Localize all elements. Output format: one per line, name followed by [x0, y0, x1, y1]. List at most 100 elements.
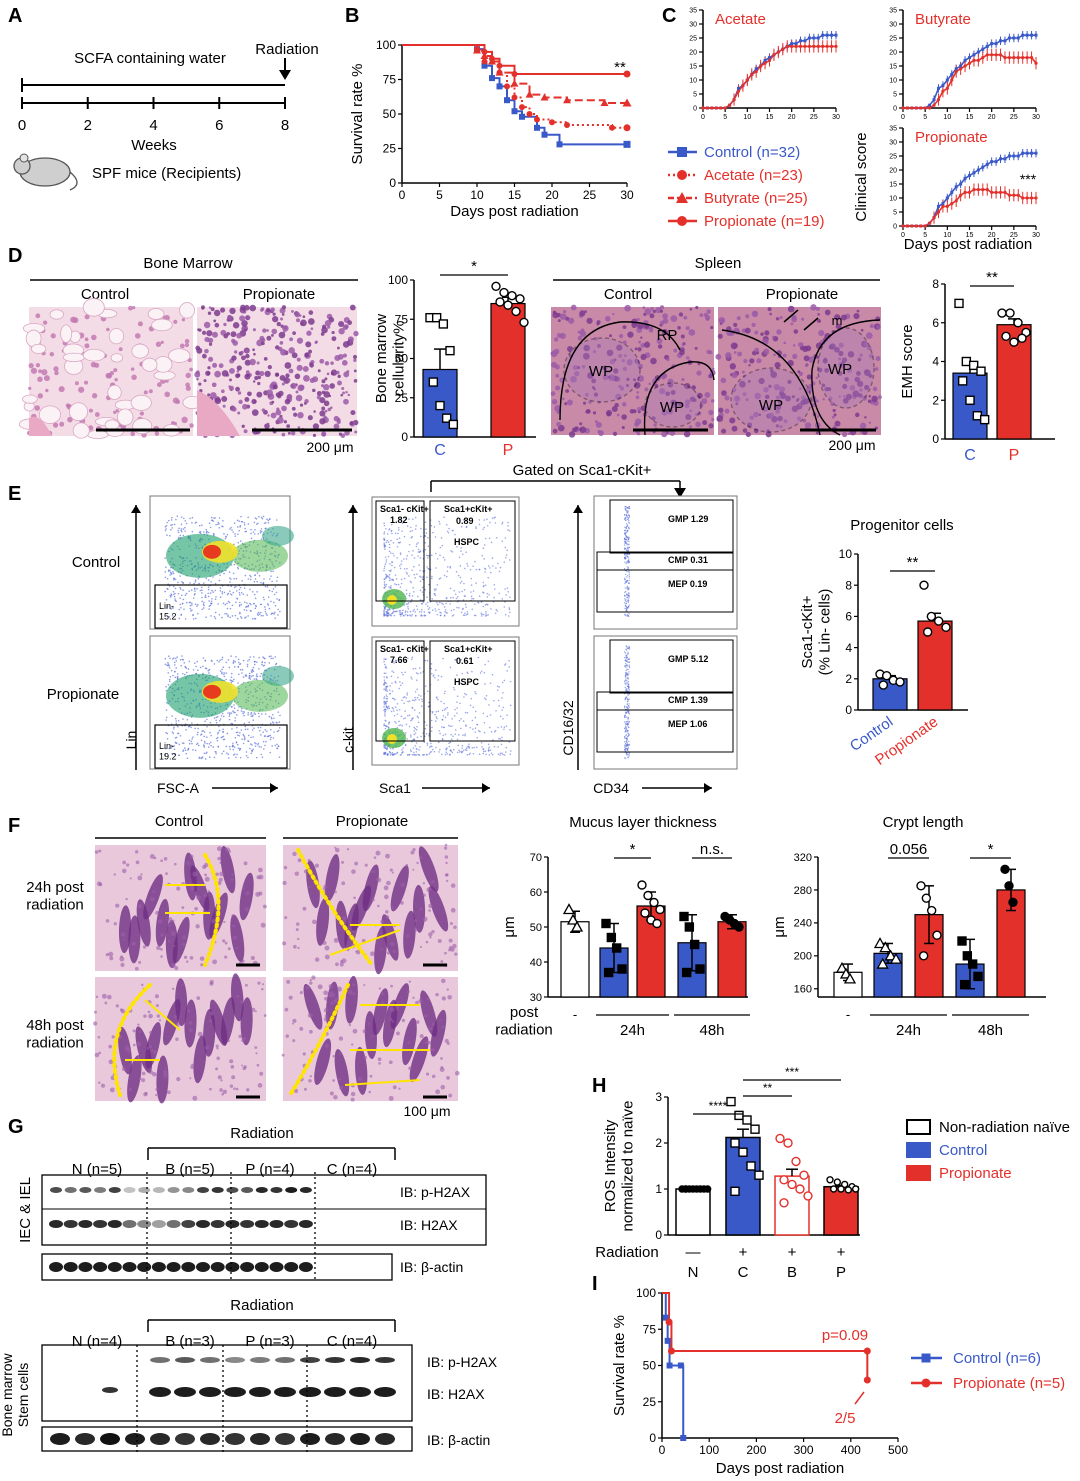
cell	[324, 377, 328, 381]
event	[401, 530, 403, 533]
event	[233, 707, 236, 709]
x-tick-label: 5	[923, 114, 927, 121]
cell	[37, 376, 43, 383]
event	[430, 742, 432, 745]
cell	[278, 390, 284, 397]
event	[232, 748, 235, 751]
label-line: 5	[893, 209, 897, 216]
cell	[579, 422, 583, 426]
event	[623, 602, 626, 604]
cell	[581, 365, 586, 369]
event	[473, 746, 476, 749]
cell	[754, 392, 761, 400]
cell	[627, 331, 634, 338]
event	[255, 605, 257, 608]
cell	[670, 390, 676, 396]
event	[260, 746, 262, 748]
event	[444, 609, 447, 611]
cell	[649, 313, 655, 319]
event	[463, 541, 466, 543]
event	[180, 606, 182, 609]
event	[389, 563, 391, 565]
cell	[58, 386, 65, 393]
event	[384, 710, 386, 713]
event	[497, 562, 499, 565]
cell	[550, 351, 554, 355]
event	[624, 561, 626, 563]
event	[278, 721, 281, 723]
event	[460, 580, 463, 583]
event	[238, 734, 240, 737]
event	[214, 517, 216, 519]
event	[201, 757, 203, 759]
event	[224, 537, 227, 540]
event	[442, 715, 445, 717]
event	[408, 518, 410, 520]
event	[401, 682, 404, 684]
event	[414, 732, 417, 734]
event	[223, 591, 226, 594]
event	[390, 585, 392, 587]
event	[400, 563, 403, 565]
mouse-tail	[69, 171, 78, 191]
event	[445, 751, 447, 754]
event	[413, 730, 415, 732]
event	[218, 729, 221, 732]
cell	[761, 408, 765, 412]
event	[495, 567, 497, 569]
event	[261, 517, 264, 520]
cell	[622, 340, 627, 345]
cell	[310, 327, 314, 331]
cell	[249, 304, 257, 312]
event	[230, 585, 232, 588]
cell	[239, 315, 246, 322]
event	[411, 718, 413, 721]
event	[491, 753, 494, 756]
marker-control	[968, 56, 971, 60]
event	[399, 609, 402, 612]
event	[232, 591, 235, 594]
cell	[626, 359, 633, 366]
event	[457, 574, 460, 577]
event	[625, 523, 628, 525]
event	[507, 525, 509, 527]
significance-label: *	[471, 258, 477, 275]
event	[490, 541, 493, 544]
event	[417, 721, 420, 724]
event	[184, 530, 187, 532]
cell	[764, 330, 770, 336]
event	[465, 551, 467, 554]
event	[267, 735, 270, 738]
cell	[769, 312, 772, 316]
event	[421, 591, 424, 593]
marker-control	[790, 42, 794, 46]
label-line: C	[964, 447, 976, 464]
event	[456, 701, 458, 703]
label-line: Control (n=32)	[704, 144, 800, 161]
event	[406, 555, 408, 557]
event	[624, 598, 626, 600]
event	[191, 742, 193, 745]
event	[166, 738, 169, 740]
cell	[594, 367, 597, 371]
event	[188, 590, 191, 592]
event	[386, 677, 388, 679]
weeks-tick-label: 8	[281, 117, 289, 134]
event	[460, 727, 462, 730]
event	[212, 591, 214, 593]
event	[462, 599, 465, 601]
event	[261, 756, 264, 759]
event	[383, 713, 386, 715]
event	[627, 720, 629, 722]
cell	[849, 385, 856, 391]
cell	[665, 391, 670, 397]
density-region	[262, 525, 294, 546]
cell	[777, 400, 782, 404]
event	[184, 618, 187, 620]
label-line: 0.61	[456, 656, 474, 666]
event	[624, 607, 626, 610]
label-line: Gated on Sca1-cKit+	[513, 462, 652, 479]
cell	[584, 310, 587, 313]
event	[489, 714, 492, 716]
event	[395, 681, 397, 684]
